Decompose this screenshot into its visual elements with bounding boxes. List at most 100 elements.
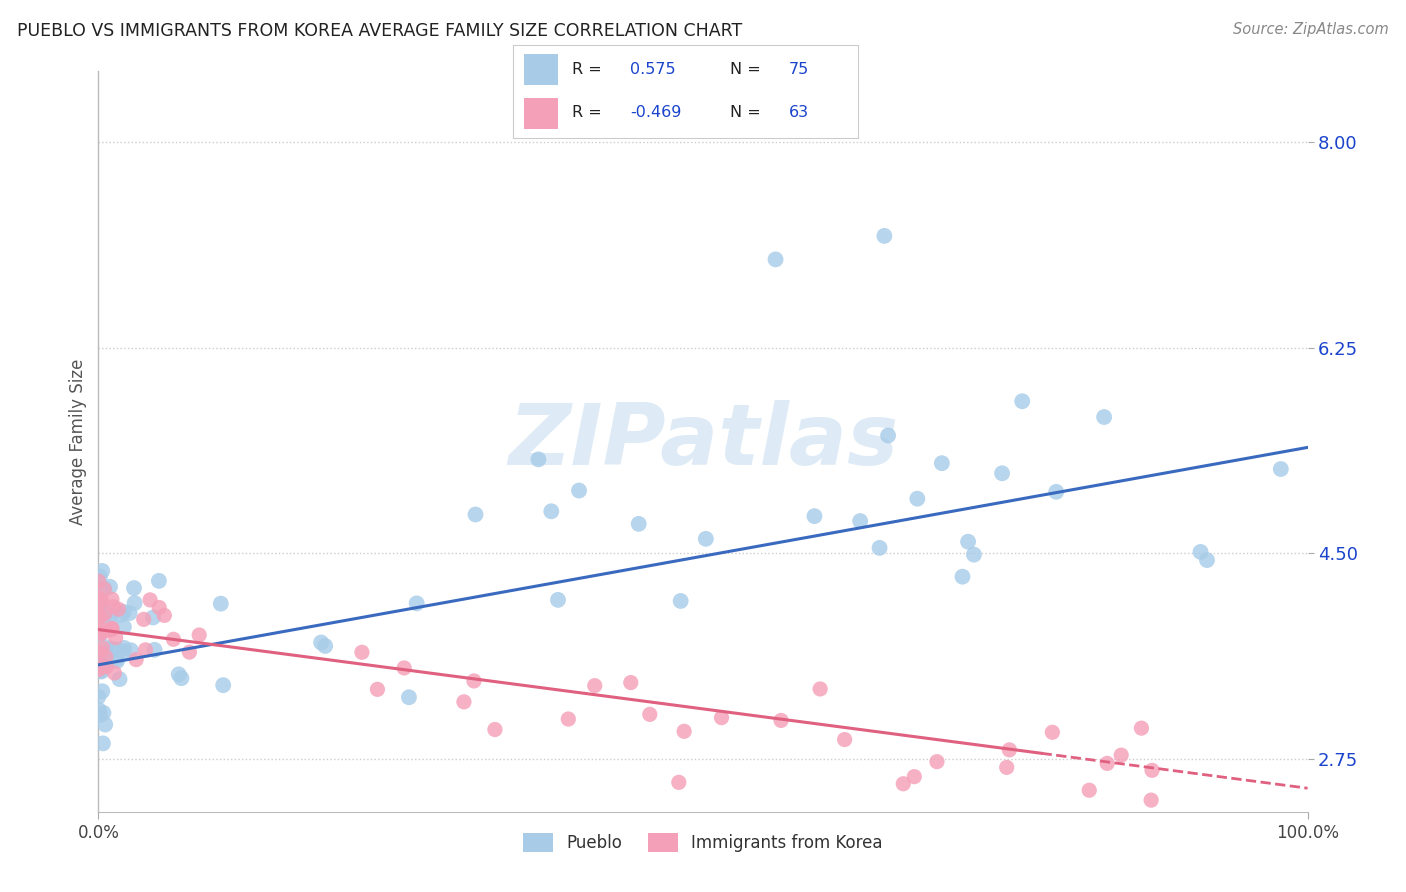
Point bbox=[110, 607, 132, 622]
Point bbox=[710, 711, 733, 725]
Point bbox=[392, 661, 415, 675]
Point bbox=[89, 611, 111, 625]
Point bbox=[957, 534, 980, 549]
Point bbox=[695, 532, 717, 546]
Point bbox=[669, 594, 692, 608]
Point bbox=[925, 755, 948, 769]
Point bbox=[952, 569, 974, 583]
Point bbox=[91, 625, 114, 640]
Point bbox=[103, 665, 125, 680]
Point bbox=[1189, 545, 1212, 559]
Point bbox=[995, 760, 1018, 774]
Point bbox=[134, 643, 156, 657]
Bar bbox=[523, 54, 558, 85]
Point bbox=[1092, 410, 1115, 425]
Point bbox=[87, 690, 110, 704]
Text: R =: R = bbox=[572, 105, 602, 120]
Point bbox=[89, 606, 111, 620]
Text: R =: R = bbox=[572, 62, 602, 78]
Text: 75: 75 bbox=[789, 62, 808, 78]
Point bbox=[463, 673, 485, 688]
Point bbox=[627, 516, 650, 531]
Point bbox=[583, 679, 606, 693]
Point bbox=[877, 428, 900, 442]
Point bbox=[91, 659, 114, 673]
Point bbox=[212, 678, 235, 692]
Point bbox=[104, 631, 127, 645]
Point bbox=[1140, 764, 1163, 778]
Point bbox=[89, 708, 111, 723]
Point bbox=[94, 717, 117, 731]
Point bbox=[1095, 756, 1118, 771]
Point bbox=[668, 775, 690, 789]
Point bbox=[1040, 725, 1063, 739]
Point bbox=[101, 592, 124, 607]
Point bbox=[112, 644, 135, 658]
Point bbox=[90, 600, 112, 615]
Point bbox=[91, 684, 114, 698]
Point bbox=[87, 574, 110, 589]
Point bbox=[931, 456, 953, 470]
Point bbox=[1140, 793, 1163, 807]
Point bbox=[453, 695, 475, 709]
Point bbox=[87, 703, 110, 717]
Point bbox=[103, 599, 125, 614]
Point bbox=[540, 504, 562, 518]
Point bbox=[94, 607, 117, 621]
Point bbox=[527, 452, 550, 467]
Point bbox=[107, 602, 129, 616]
Point bbox=[309, 635, 332, 649]
Point bbox=[96, 659, 118, 673]
Text: N =: N = bbox=[730, 105, 761, 120]
Point bbox=[89, 570, 111, 584]
Legend: Pueblo, Immigrants from Korea: Pueblo, Immigrants from Korea bbox=[517, 826, 889, 859]
Point bbox=[568, 483, 591, 498]
Text: Source: ZipAtlas.com: Source: ZipAtlas.com bbox=[1233, 22, 1389, 37]
Point bbox=[124, 596, 146, 610]
Point bbox=[120, 643, 142, 657]
Point bbox=[93, 706, 115, 720]
Point bbox=[105, 652, 128, 666]
Point bbox=[112, 620, 135, 634]
Point bbox=[94, 654, 117, 668]
Point bbox=[834, 732, 856, 747]
Point bbox=[139, 593, 162, 607]
Point bbox=[803, 509, 825, 524]
Point bbox=[118, 606, 141, 620]
Point bbox=[1195, 553, 1218, 567]
Point bbox=[91, 564, 114, 578]
Point bbox=[100, 641, 122, 656]
Point bbox=[398, 690, 420, 705]
Point bbox=[673, 724, 696, 739]
Point bbox=[350, 645, 373, 659]
Point bbox=[808, 681, 831, 696]
Point bbox=[148, 600, 170, 615]
Point bbox=[93, 582, 115, 596]
Point bbox=[314, 639, 336, 653]
Point bbox=[1270, 462, 1292, 476]
Point bbox=[87, 595, 110, 609]
Point bbox=[638, 707, 661, 722]
Point bbox=[87, 663, 110, 677]
Text: ZIPatlas: ZIPatlas bbox=[508, 400, 898, 483]
Point bbox=[91, 656, 114, 670]
Point bbox=[963, 548, 986, 562]
Point bbox=[87, 602, 110, 616]
Point bbox=[96, 640, 118, 655]
Point bbox=[148, 574, 170, 588]
Point bbox=[557, 712, 579, 726]
Point bbox=[770, 714, 793, 728]
Point bbox=[1109, 748, 1132, 763]
Point bbox=[1045, 484, 1067, 499]
Point bbox=[91, 736, 114, 750]
Point bbox=[464, 508, 486, 522]
Point bbox=[547, 592, 569, 607]
Point bbox=[108, 672, 131, 686]
Text: -0.469: -0.469 bbox=[630, 105, 682, 120]
Point bbox=[998, 743, 1021, 757]
Point bbox=[405, 596, 427, 610]
Text: 63: 63 bbox=[789, 105, 808, 120]
Point bbox=[122, 581, 145, 595]
Point bbox=[905, 491, 928, 506]
Point bbox=[142, 610, 165, 624]
